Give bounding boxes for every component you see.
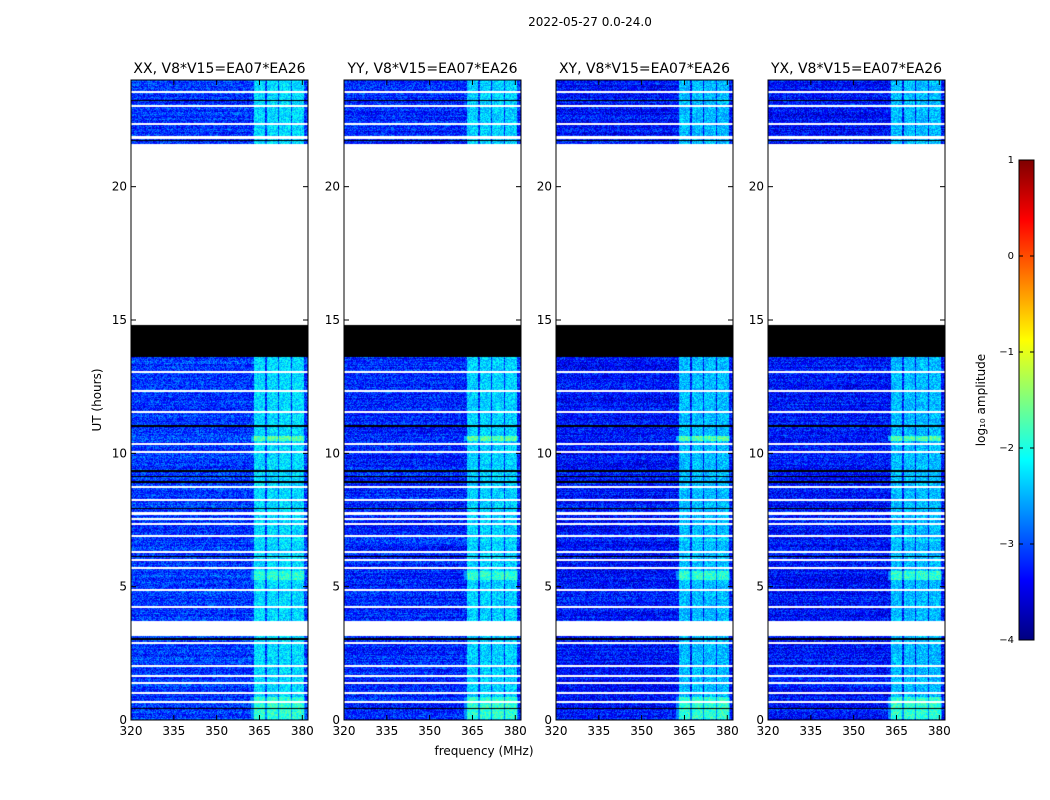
panel-yx: YX, V8*V15=EA07*EA26 320 335 350 365 380 0 5 10 1… (749, 61, 951, 738)
x-tick-label: 380 (928, 724, 951, 738)
y-tick-label: 15 (112, 313, 127, 327)
x-tick-label: 365 (673, 724, 696, 738)
x-tick-label: 350 (205, 724, 228, 738)
y-tick-label: 15 (325, 313, 340, 327)
x-tick-label: 350 (630, 724, 653, 738)
panels-group: XX, V8*V15=EA07*EA26 320 335 350 365 380 0 5 10 1… (112, 61, 951, 738)
y-tick-label: 15 (749, 313, 764, 327)
panel-frame (767, 79, 946, 721)
colorbar-tick-label: −4 (999, 635, 1014, 646)
panel-xy: XY, V8*V15=EA07*EA26 320 335 350 365 380 0 5 10 1… (537, 61, 739, 738)
y-tick-label: 20 (749, 180, 764, 194)
y-tick-label: 20 (537, 180, 552, 194)
panel-frame (343, 79, 522, 721)
x-tick-label: 365 (885, 724, 908, 738)
colorbar-tick-label: 1 (1008, 155, 1014, 166)
y-tick-label: 10 (537, 446, 552, 460)
panel-frame (130, 79, 309, 721)
y-tick-label: 5 (119, 580, 127, 594)
spectrogram-image-xy (556, 80, 733, 720)
panel-title: XX, V8*V15=EA07*EA26 (133, 61, 305, 77)
y-tick-label: 5 (544, 580, 552, 594)
y-tick-label: 10 (325, 446, 340, 460)
x-tick-label: 320 (333, 724, 356, 738)
y-tick-label: 0 (332, 713, 340, 727)
spectrogram-image-yy (344, 80, 521, 720)
spectrogram-image-yx (768, 80, 945, 720)
y-tick-label: 15 (537, 313, 552, 327)
x-axis-label: frequency (MHz) (434, 744, 533, 758)
spectrogram-image-xx (131, 80, 308, 720)
panel-title: YY, V8*V15=EA07*EA26 (346, 61, 517, 77)
colorbar-gradient (1018, 159, 1035, 641)
x-tick-label: 380 (504, 724, 527, 738)
y-tick-label: 10 (112, 446, 127, 460)
x-tick-label: 335 (162, 724, 185, 738)
x-tick-label: 350 (418, 724, 441, 738)
x-tick-label: 320 (545, 724, 568, 738)
y-tick-label: 20 (325, 180, 340, 194)
x-tick-label: 320 (757, 724, 780, 738)
y-tick-label: 10 (749, 446, 764, 460)
panel-title: YX, V8*V15=EA07*EA26 (770, 61, 942, 77)
x-tick-label: 335 (587, 724, 610, 738)
x-tick-label: 335 (799, 724, 822, 738)
colorbar-tick-label: −3 (999, 539, 1014, 550)
colorbar: −4 −3 −2 −1 0 1 log₁₀ amplitude (974, 155, 1035, 646)
y-tick-label: 20 (112, 180, 127, 194)
x-tick-label: 365 (248, 724, 271, 738)
panel-title: XY, V8*V15=EA07*EA26 (559, 61, 730, 77)
x-tick-label: 380 (716, 724, 739, 738)
x-tick-label: 350 (842, 724, 865, 738)
x-tick-label: 320 (120, 724, 143, 738)
figure-title: 2022-05-27 0.0-24.0 (528, 15, 652, 29)
y-tick-label: 0 (119, 713, 127, 727)
x-tick-label: 335 (375, 724, 398, 738)
panel-yy: YY, V8*V15=EA07*EA26 320 335 350 365 380 0 5 10 1… (325, 61, 527, 738)
colorbar-tick-label: 0 (1008, 251, 1014, 262)
colorbar-tick-label: −1 (999, 347, 1014, 358)
x-tick-label: 380 (291, 724, 314, 738)
colorbar-label: log₁₀ amplitude (974, 354, 988, 446)
y-tick-label: 0 (544, 713, 552, 727)
y-tick-label: 5 (756, 580, 764, 594)
y-tick-label: 5 (332, 580, 340, 594)
panel-xx: XX, V8*V15=EA07*EA26 320 335 350 365 380 0 5 10 1… (112, 61, 314, 738)
panel-frame (555, 79, 734, 721)
y-axis-label: UT (hours) (90, 368, 104, 431)
x-tick-label: 365 (461, 724, 484, 738)
y-tick-label: 0 (756, 713, 764, 727)
colorbar-tick-label: −2 (999, 443, 1014, 454)
